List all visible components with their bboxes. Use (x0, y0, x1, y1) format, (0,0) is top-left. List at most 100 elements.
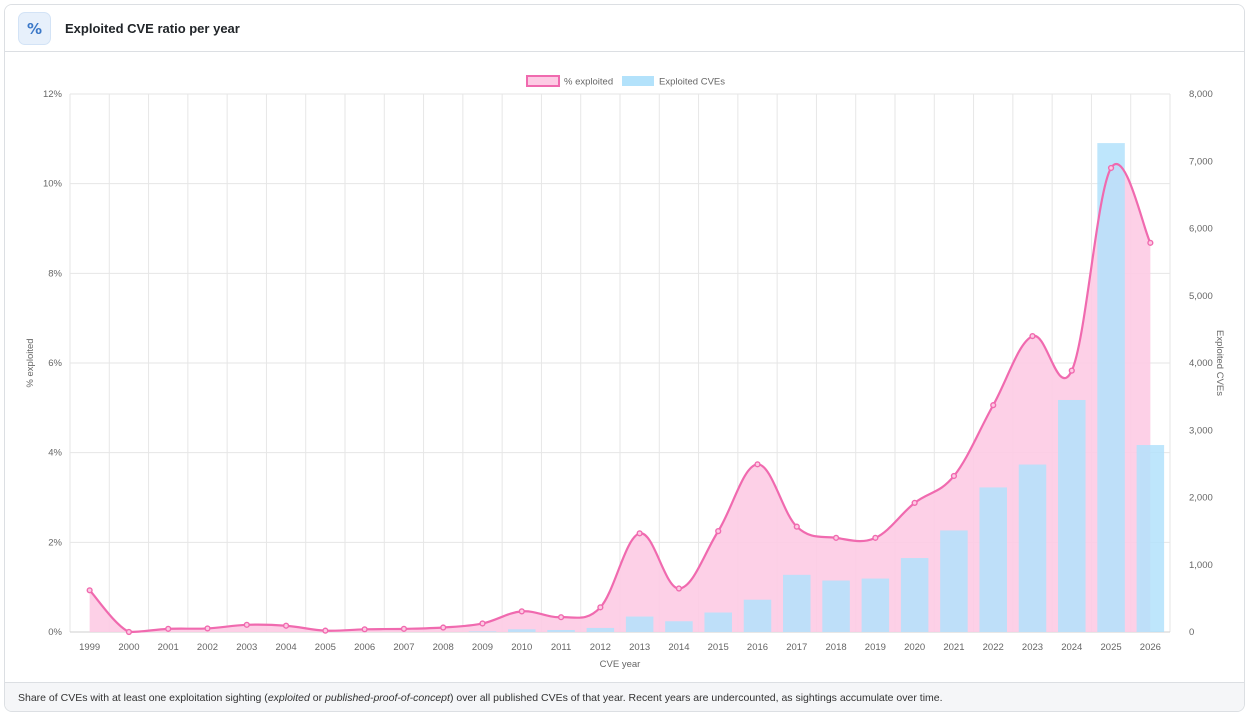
x-tick-label: 2014 (668, 642, 689, 653)
point-exploited-percent (86, 587, 93, 594)
point-exploited-percent (715, 528, 722, 535)
bar-exploited-cves (547, 629, 575, 632)
point-exploited-percent (1029, 333, 1036, 340)
x-tick-label: 2025 (1101, 642, 1122, 653)
x-tick-label: 2021 (943, 642, 964, 653)
point-exploited-percent (636, 530, 643, 537)
point-exploited-percent (793, 523, 800, 530)
x-tick-label: 2006 (354, 642, 375, 653)
footer-text-or: or (309, 692, 326, 704)
x-tick-label: 2009 (472, 642, 493, 653)
x-axis-title: CVE year (600, 659, 641, 670)
x-tick-label: 1999 (79, 642, 100, 653)
point-exploited-percent (440, 624, 447, 631)
y-tick-label: 4% (48, 448, 62, 459)
x-tick-label: 2026 (1140, 642, 1161, 653)
point-exploited-percent (322, 627, 329, 634)
x-tick-label: 2024 (1061, 642, 1082, 653)
x-tick-label: 2017 (786, 642, 807, 653)
bar-exploited-cves (743, 599, 772, 632)
point-exploited-percent (950, 472, 958, 480)
point-exploited-percent (282, 622, 290, 629)
point-exploited-percent (675, 585, 683, 592)
x-tick-label: 2008 (433, 642, 454, 653)
x-tick-label: 2005 (315, 642, 336, 653)
y2-tick-label: 3,000 (1189, 425, 1213, 436)
y2-tick-label: 8,000 (1189, 89, 1213, 100)
bar-exploited-cves (783, 574, 811, 632)
bar-exploited-cves (1058, 399, 1086, 632)
point-exploited-percent (557, 614, 565, 621)
bar-exploited-cves (665, 621, 693, 632)
y2-tick-label: 6,000 (1189, 224, 1213, 235)
bar-exploited-cves (625, 616, 654, 632)
bar-exploited-cves (508, 629, 536, 632)
x-tick-label: 2011 (551, 642, 571, 653)
point-exploited-percent (911, 499, 918, 506)
point-exploited-percent (125, 628, 133, 636)
card-footer: Share of CVEs with at least one exploita… (5, 682, 1244, 711)
x-tick-label: 2015 (708, 642, 729, 653)
footer-text-after: ) over all published CVEs of that year. … (449, 692, 943, 704)
point-exploited-percent (361, 626, 368, 633)
x-tick-label: 2019 (865, 642, 886, 653)
point-exploited-percent (990, 402, 997, 409)
bar-exploited-cves (1097, 143, 1125, 632)
footer-text-before: Share of CVEs with at least one exploita… (18, 692, 268, 704)
x-tick-label: 2013 (629, 642, 650, 653)
x-tick-label: 2012 (590, 642, 611, 653)
footer-em-exploited: exploited (267, 692, 310, 704)
y-tick-label: 8% (48, 268, 62, 279)
point-exploited-percent (1147, 239, 1154, 246)
point-exploited-percent (832, 534, 840, 541)
x-tick-label: 2010 (511, 642, 532, 653)
point-exploited-percent (204, 625, 211, 632)
y-axis-title: % exploited (25, 338, 36, 387)
legend-swatch-percent (526, 75, 560, 87)
bar-exploited-cves (940, 530, 968, 632)
y2-tick-label: 4,000 (1189, 358, 1213, 369)
point-exploited-percent (1068, 367, 1075, 374)
y2-tick-label: 7,000 (1189, 156, 1213, 167)
exploited-cve-chart: 0% 2% 4% 6% 8% 10% 12% 0 1,000 2,000 3,000 4,000 5,0… (25, 75, 1225, 670)
bar-exploited-cves (861, 578, 890, 632)
x-tick-label: 2000 (118, 642, 139, 653)
legend-label-exploited-cves: Exploited CVEs (659, 77, 725, 88)
point-exploited-percent (165, 625, 172, 632)
legend-swatch-exploited-cves (622, 76, 654, 86)
point-exploited-percent (479, 620, 486, 627)
chart-area: 0% 2% 4% 6% 8% 10% 12% 0 1,000 2,000 3,000 4,000 5,0… (5, 53, 1244, 682)
point-exploited-percent (1107, 164, 1115, 172)
point-exploited-percent (243, 621, 250, 628)
y-tick-label: 0% (48, 627, 62, 638)
y-tick-label: 2% (48, 537, 62, 548)
point-exploited-percent (518, 608, 525, 615)
bar-exploited-cves (468, 631, 497, 632)
y2-tick-label: 0 (1189, 627, 1194, 638)
y-tick-label: 10% (43, 179, 63, 190)
y2-tick-label: 2,000 (1189, 493, 1213, 504)
footer-em-poc: published-proof-of-concept (325, 692, 450, 704)
bar-exploited-cves (704, 612, 732, 632)
y2-tick-label: 5,000 (1189, 291, 1213, 302)
x-tick-label: 2022 (983, 642, 1004, 653)
percent-icon: % (18, 12, 51, 45)
x-tick-label: 2023 (1022, 642, 1043, 653)
point-exploited-percent (597, 604, 604, 611)
bar-exploited-cves (586, 627, 615, 632)
y2-axis-title: Exploited CVEs (1214, 330, 1225, 396)
card-header: % Exploited CVE ratio per year (5, 5, 1244, 52)
x-tick-label: 2018 (826, 642, 847, 653)
chart-card: % Exploited CVE ratio per year 0% 2% 4% 6% 8… (4, 4, 1245, 712)
x-tick-label: 2002 (197, 642, 218, 653)
point-exploited-percent (872, 534, 879, 541)
y-tick-label: 12% (43, 89, 63, 100)
bar-exploited-cves (979, 487, 1007, 632)
x-tick-label: 2001 (158, 642, 179, 653)
bar-exploited-cves (1018, 464, 1047, 632)
bar-exploited-cves (822, 580, 850, 632)
x-tick-label: 2003 (236, 642, 257, 653)
legend-label-percent: % exploited (564, 77, 613, 88)
x-tick-label: 2004 (276, 642, 297, 653)
point-exploited-percent (754, 461, 761, 468)
